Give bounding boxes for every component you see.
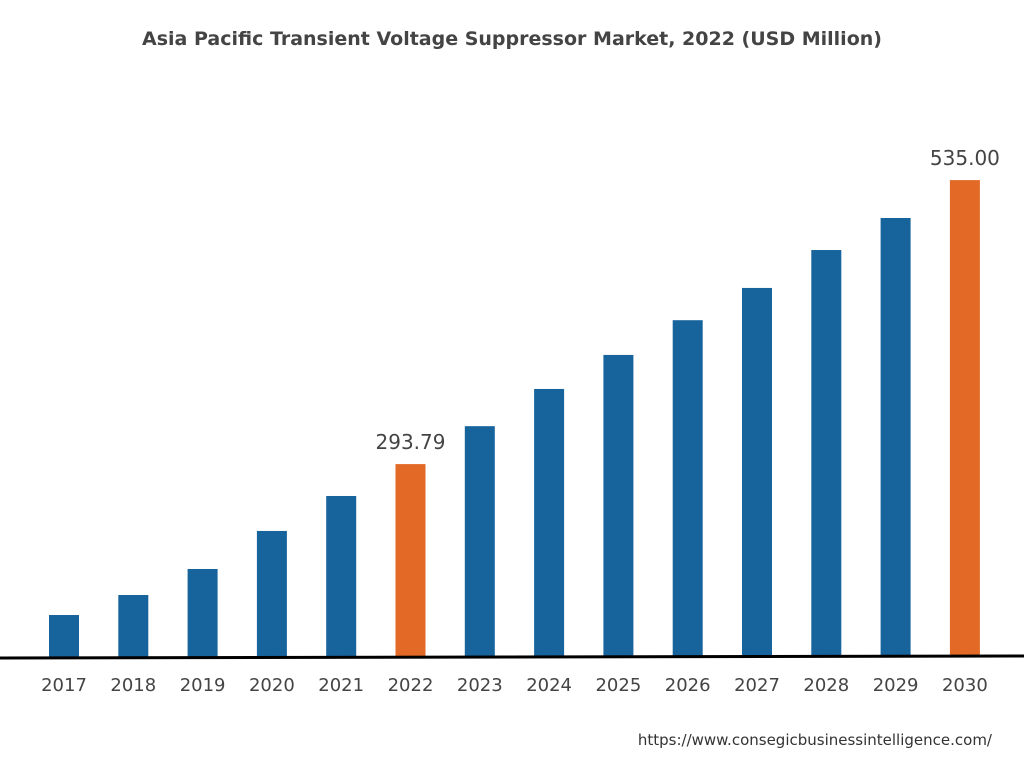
data-label-2030: 535.00 — [930, 146, 1000, 170]
chart-title: Asia Pacific Transient Voltage Suppresso… — [142, 28, 882, 50]
x-tick-label: 2029 — [873, 675, 919, 696]
bar-2027 — [742, 287, 772, 657]
bar-2026 — [672, 320, 703, 657]
bar-2029 — [880, 218, 911, 657]
bar-2018 — [118, 595, 149, 657]
data-label-2022: 293.79 — [376, 430, 446, 454]
bar-2030 — [949, 180, 980, 657]
bar-2019 — [187, 568, 218, 657]
x-tick-label: 2022 — [388, 675, 434, 696]
bar-2017 — [49, 615, 79, 657]
x-tick-label: 2020 — [249, 675, 295, 696]
x-tick-label: 2023 — [457, 675, 503, 696]
bar-2023 — [464, 426, 495, 657]
bar-2021 — [326, 495, 357, 657]
bar-2028 — [811, 250, 842, 657]
x-tick-label: 2021 — [318, 675, 364, 696]
bar-2025 — [603, 354, 634, 657]
x-tick-label: 2019 — [180, 675, 226, 696]
x-tick-label: 2030 — [942, 675, 988, 696]
bar-2022 — [395, 464, 426, 657]
x-tick-label: 2027 — [734, 675, 780, 696]
x-tick-label: 2025 — [595, 675, 641, 696]
bar-2020 — [256, 530, 287, 657]
bar-2024 — [534, 388, 565, 657]
x-tick-label: 2017 — [41, 675, 87, 696]
x-tick-label: 2018 — [110, 675, 156, 696]
x-tick-label: 2028 — [803, 675, 849, 696]
source-url[interactable]: https://www.consegicbusinessintelligence… — [637, 731, 992, 749]
x-tick-label: 2026 — [665, 675, 711, 696]
x-axis-line — [0, 654, 1024, 660]
x-tick-label: 2024 — [526, 675, 572, 696]
